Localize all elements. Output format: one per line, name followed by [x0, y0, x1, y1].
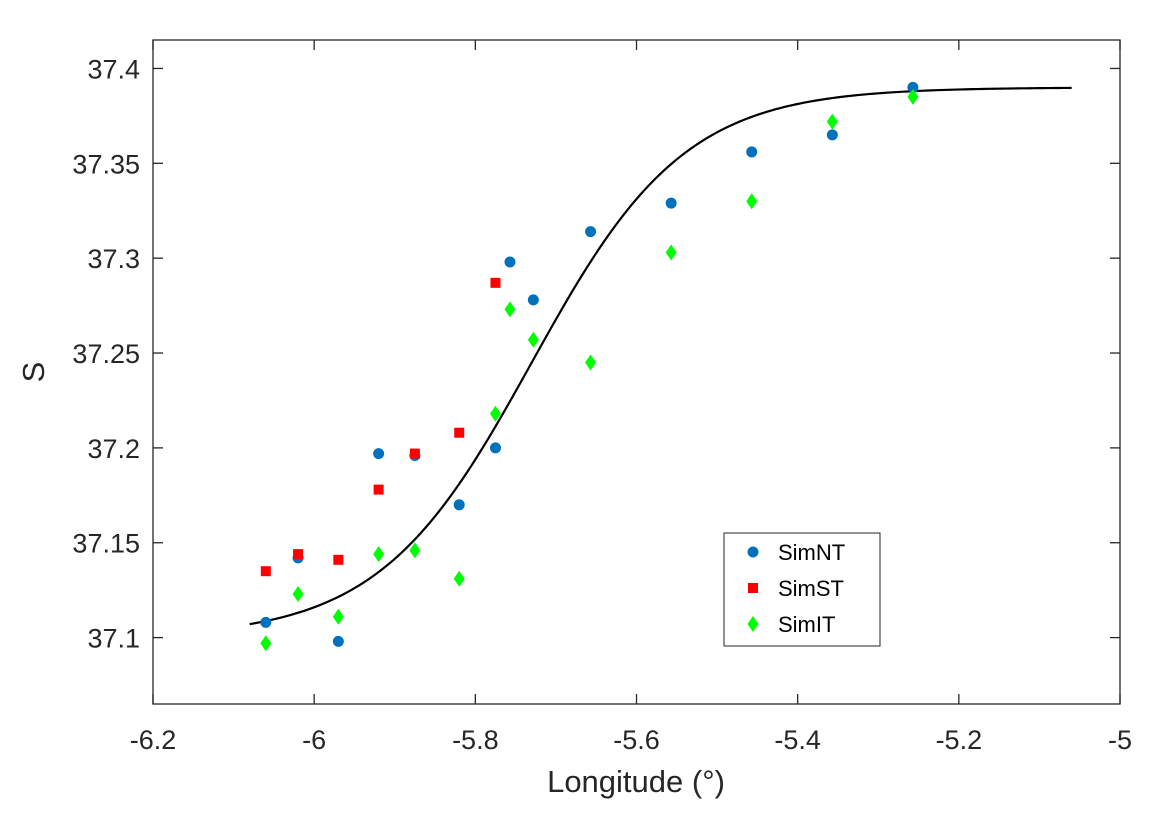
legend-item-simit: SimIT [747, 612, 835, 637]
data-point-simst [373, 484, 384, 495]
data-point-simst [260, 566, 271, 577]
data-point-simit [504, 301, 516, 318]
data-point-simit [489, 405, 501, 422]
legend-item-simst: SimST [748, 576, 844, 601]
legend-label-simit: SimIT [778, 612, 835, 637]
y-tick-label: 37.1 [87, 624, 140, 654]
data-point-simnt [453, 499, 465, 511]
legend-item-simnt: SimNT [747, 540, 845, 565]
series-simst [260, 277, 501, 577]
x-axis-title: Longitude (°) [547, 764, 725, 799]
data-point-simit [585, 354, 597, 371]
legend-label-simst: SimST [778, 576, 844, 601]
series-simnt [260, 81, 919, 647]
data-point-simst [293, 549, 304, 560]
legend-marker-simnt [747, 546, 759, 558]
legend-label-simnt: SimNT [778, 540, 845, 565]
y-tick-label: 37.3 [87, 244, 140, 274]
data-point-simnt [746, 146, 758, 158]
data-point-simit [665, 244, 677, 261]
data-point-simnt [826, 129, 838, 141]
fit-curve [249, 86, 1072, 626]
y-tick-label: 37.35 [72, 149, 140, 179]
legend: SimNT SimST SimIT [723, 532, 881, 647]
y-axis: 37.1 37.15 37.2 37.25 37.3 37.35 37.4 [72, 54, 1120, 654]
data-point-simit [527, 331, 539, 348]
data-point-simnt [585, 226, 597, 238]
data-point-simit [453, 570, 465, 587]
x-tick-label: -5 [1108, 725, 1132, 755]
legend-marker-simit [747, 616, 759, 632]
x-tick-label: -5.2 [936, 725, 983, 755]
data-point-simnt [665, 197, 677, 209]
data-point-simnt [907, 81, 919, 93]
data-point-simnt [504, 256, 516, 268]
x-tick-label: -6.2 [130, 725, 177, 755]
plot-content [249, 81, 1072, 652]
data-point-simst [490, 277, 501, 288]
y-tick-label: 37.2 [87, 434, 140, 464]
x-tick-label: -5.8 [452, 725, 499, 755]
x-tick-label: -5.6 [613, 725, 660, 755]
data-point-simit [373, 546, 385, 563]
series-simit [260, 88, 919, 652]
data-point-simit [826, 113, 838, 130]
data-point-simnt [260, 616, 272, 628]
data-point-simit [292, 585, 304, 602]
data-point-simit [332, 608, 344, 625]
data-point-simnt [373, 448, 385, 460]
y-tick-label: 37.4 [87, 54, 140, 84]
y-tick-label: 37.25 [72, 339, 140, 369]
data-point-simit [907, 88, 919, 105]
data-point-simit [409, 542, 421, 559]
x-tick-label: -5.4 [774, 725, 821, 755]
y-tick-label: 37.15 [72, 529, 140, 559]
data-point-simit [260, 635, 272, 652]
data-point-simnt [332, 635, 344, 647]
x-tick-label: -6 [302, 725, 326, 755]
data-point-simst [333, 554, 344, 565]
legend-marker-simst [748, 583, 758, 593]
x-axis: -6.2 -6 -5.8 -5.6 -5.4 -5.2 -5 [130, 40, 1132, 755]
data-point-simnt [489, 442, 501, 454]
plot-background [153, 40, 1120, 704]
data-point-simst [454, 427, 465, 438]
y-axis-title: S [16, 362, 51, 383]
data-point-simst [409, 448, 420, 459]
data-point-simit [746, 193, 758, 210]
data-point-simnt [527, 294, 539, 306]
